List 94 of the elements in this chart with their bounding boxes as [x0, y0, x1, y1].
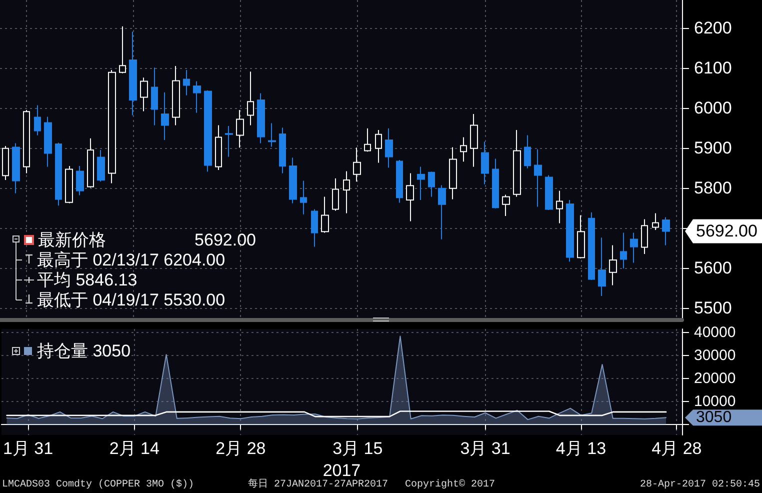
candlestick [215, 124, 222, 170]
candlestick [449, 146, 457, 200]
candlestick [300, 180, 307, 215]
y-tick-label: 20000 [694, 370, 736, 388]
candlestick [183, 70, 190, 96]
y-tick-label: 5900 [694, 138, 732, 158]
x-tick-label: 4月 28 [652, 439, 702, 458]
candlestick [193, 80, 201, 114]
candlestick [161, 92, 169, 140]
candlestick [76, 166, 84, 196]
candlestick [140, 77, 148, 112]
candlestick [87, 138, 94, 188]
text: Copyright© 2017 [405, 478, 496, 490]
y-tick-label: 30000 [694, 347, 736, 364]
candlestick [34, 104, 41, 136]
candlestick [236, 110, 244, 148]
candlestick [364, 128, 371, 152]
candlestick [630, 232, 638, 264]
candlestick [534, 148, 542, 208]
candlestick [470, 114, 478, 168]
candlestick [268, 122, 276, 148]
candlestick [97, 150, 105, 182]
candlestick [108, 70, 116, 184]
y-tick-label: 10000 [694, 393, 736, 410]
candlestick [65, 166, 73, 204]
annotation: 平均 5846.13 [37, 270, 138, 290]
candlestick [492, 158, 499, 209]
candlestick [620, 232, 627, 269]
candlestick [353, 147, 361, 182]
candlestick [460, 136, 467, 162]
x-tick-label: 1月 31 [2, 439, 54, 458]
candlestick [652, 212, 659, 230]
candlestick [23, 110, 30, 174]
text: LMCADS03 Comdty (COPPER 3MO ($)) [2, 478, 194, 490]
candlestick [502, 194, 510, 216]
text: 每日 27JAN2017-27APR2017 [248, 478, 388, 490]
candlestick [225, 126, 233, 158]
x-axis-title: 2017 [322, 460, 361, 480]
candlestick [321, 196, 329, 234]
candlestick [545, 174, 553, 210]
y-tick-label: 5500 [694, 298, 732, 318]
candlestick [641, 218, 648, 254]
y-tick-label: 6200 [694, 18, 732, 38]
candlestick [12, 142, 20, 194]
candlestick [438, 184, 446, 240]
candlestick [577, 214, 585, 259]
text: 3050 [696, 409, 732, 426]
candlestick [662, 216, 670, 246]
candlestick [385, 128, 393, 168]
text: 5692.00 [696, 222, 758, 241]
annotation: 最低于 04/19/17 5530.00 [37, 290, 226, 310]
x-tick-label: 3月 31 [460, 439, 510, 458]
candlestick [247, 71, 254, 126]
candlestick [524, 134, 531, 169]
annotation: 最高于 02/13/17 6204.00 [37, 250, 226, 270]
candlestick [375, 130, 382, 164]
text: 28-Apr-2017 02:50:45 [640, 480, 760, 490]
candlestick [556, 190, 563, 224]
candlestick [396, 160, 403, 204]
candlestick [513, 130, 521, 198]
candlestick [598, 237, 606, 296]
candlestick [588, 212, 595, 280]
y-tick-label: 5800 [694, 178, 732, 198]
candlestick [204, 90, 212, 172]
candlestick [566, 200, 574, 262]
x-tick-label: 4月 13 [556, 439, 606, 458]
candlestick [289, 157, 297, 204]
candlestick [406, 172, 414, 222]
y-tick-label: 5600 [694, 258, 732, 278]
y-tick-label: 6100 [694, 58, 732, 78]
annotation: 5692.00 [194, 230, 256, 250]
x-tick-label: 2月 14 [109, 439, 160, 458]
candlestick [55, 142, 62, 206]
candlestick [257, 92, 265, 144]
candlestick [151, 67, 158, 126]
y-tick-label: 40000 [694, 324, 736, 341]
x-tick-label: 2月 28 [216, 439, 266, 458]
annotation: 3050 [92, 342, 131, 360]
y-tick-label: 6000 [694, 98, 732, 118]
candlestick [119, 26, 126, 74]
candlestick [172, 66, 180, 126]
candlestick [609, 244, 617, 286]
legend-label: 最新价格 [38, 230, 106, 250]
candlestick [279, 127, 286, 174]
candlestick [44, 116, 52, 168]
candlestick [417, 166, 425, 200]
legend-label: 持仓量 [37, 342, 88, 360]
candlestick [332, 178, 339, 212]
candlestick [343, 170, 350, 214]
candlestick [129, 31, 137, 116]
candlestick [481, 141, 489, 185]
candlestick [311, 208, 318, 248]
candlestick [428, 171, 435, 198]
x-tick-label: 3月 15 [332, 439, 383, 458]
